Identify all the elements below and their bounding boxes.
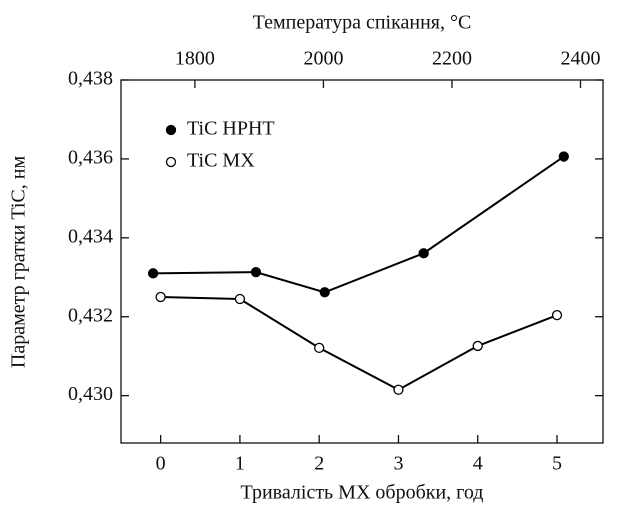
x2-tick-label: 2400 (561, 48, 601, 70)
legend-label: TiC HPHT (187, 118, 275, 140)
data-point (147, 268, 159, 279)
data-point (234, 293, 246, 305)
y-tick-label: 0,438 (68, 68, 113, 90)
data-point (250, 267, 262, 278)
x-tick-label: 5 (552, 453, 562, 475)
legend-label: TiC MX (187, 150, 255, 172)
series-line (160, 296, 558, 391)
x-tick-label: 4 (473, 453, 483, 475)
data-point (393, 384, 404, 395)
y-tick-label: 0,436 (68, 147, 113, 169)
data-point (155, 291, 166, 303)
x-tick-label: 0 (156, 453, 166, 475)
y-axis-title: Параметр гратки TiC, нм (8, 156, 30, 369)
data-point (551, 310, 563, 321)
y-tick-label: 0,434 (68, 225, 113, 247)
legend-marker (165, 156, 177, 168)
y-tick-label: 0,432 (68, 304, 113, 326)
data-point (418, 248, 429, 259)
x2-tick-label: 1800 (175, 48, 215, 70)
y-tick-label: 0,430 (68, 383, 113, 405)
top-axis-title: Температура спікання, °C (253, 12, 472, 34)
series-line (153, 155, 565, 294)
data-point (472, 340, 483, 352)
data-point (319, 287, 330, 298)
plot-frame (120, 79, 604, 444)
data-point (314, 342, 325, 354)
data-point (558, 151, 569, 162)
x-tick-label: 3 (393, 453, 403, 475)
x-tick-label: 1 (235, 453, 245, 475)
x2-tick-label: 2000 (303, 48, 343, 70)
legend-marker (165, 124, 177, 136)
bottom-axis-title: Тривалість МХ обробки, год (241, 482, 484, 504)
x-tick-label: 2 (314, 453, 324, 475)
x2-tick-label: 2200 (432, 48, 472, 70)
